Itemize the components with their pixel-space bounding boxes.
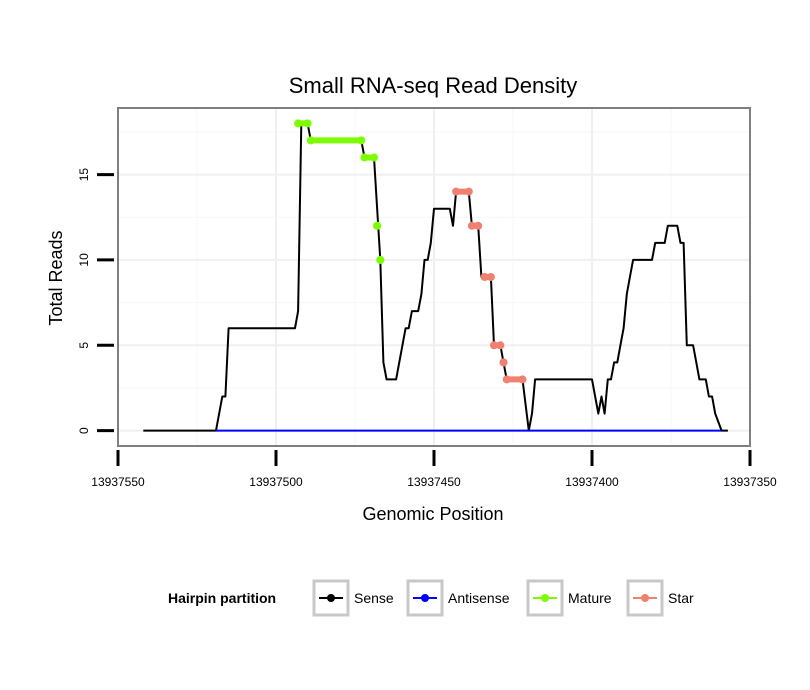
x-tick-label: 13937500 — [249, 475, 303, 489]
mature-point — [376, 255, 385, 264]
star-point — [467, 221, 476, 230]
star-point — [518, 375, 527, 384]
chart-title: Small RNA-seq Read Density — [289, 73, 578, 98]
panel-border — [117, 107, 751, 447]
star-point — [502, 375, 511, 384]
star-point — [486, 273, 495, 281]
x-tick-label: 13937400 — [565, 475, 619, 489]
star-point — [499, 358, 508, 367]
series-layer — [143, 119, 728, 432]
x-tick-label: 13937350 — [723, 475, 777, 489]
x-tick-label: 13937450 — [407, 475, 461, 489]
mature-point — [357, 136, 366, 145]
mature-point — [373, 221, 382, 230]
star-point — [490, 341, 498, 350]
mature-point — [370, 153, 378, 162]
mature-point — [303, 119, 312, 128]
x-axis-title: Genomic Position — [362, 504, 503, 524]
y-tick-label: 5 — [77, 342, 91, 349]
mature-point — [294, 119, 303, 128]
legend-key-point — [327, 594, 335, 602]
legend-title: Hairpin partition — [168, 590, 276, 606]
legend-key-point — [541, 594, 549, 602]
legend-item-star: Star — [626, 579, 694, 617]
legend-label: Sense — [354, 590, 394, 606]
legend-key-point — [421, 594, 429, 602]
star-point — [474, 221, 483, 230]
legend: Hairpin partition Sense Antisense Mature St… — [168, 579, 694, 617]
x-axis: 13937550 13937500 13937450 13937400 13937350 — [91, 450, 777, 489]
plot-panel — [117, 107, 751, 447]
mature-point — [360, 153, 369, 162]
y-axis-title: Total Reads — [46, 230, 66, 325]
y-tick-label: 0 — [77, 427, 91, 434]
star-point — [464, 187, 473, 196]
legend-label: Antisense — [448, 590, 510, 606]
star-point — [480, 273, 489, 281]
star-point — [452, 187, 461, 196]
star-point — [496, 341, 505, 350]
legend-label: Star — [668, 590, 694, 606]
y-tick-label: 15 — [77, 168, 91, 182]
series-mature — [294, 119, 385, 264]
legend-item-antisense: Antisense — [406, 579, 510, 617]
legend-key-point — [641, 594, 649, 602]
legend-item-sense: Sense — [312, 579, 394, 617]
series-star — [452, 187, 527, 384]
y-tick-label: 10 — [77, 253, 91, 267]
mature-point — [306, 136, 315, 145]
legend-label: Mature — [568, 590, 612, 606]
y-axis: 0 5 10 15 — [77, 168, 114, 434]
legend-item-mature: Mature — [526, 579, 612, 617]
x-tick-label: 13937550 — [91, 475, 145, 489]
